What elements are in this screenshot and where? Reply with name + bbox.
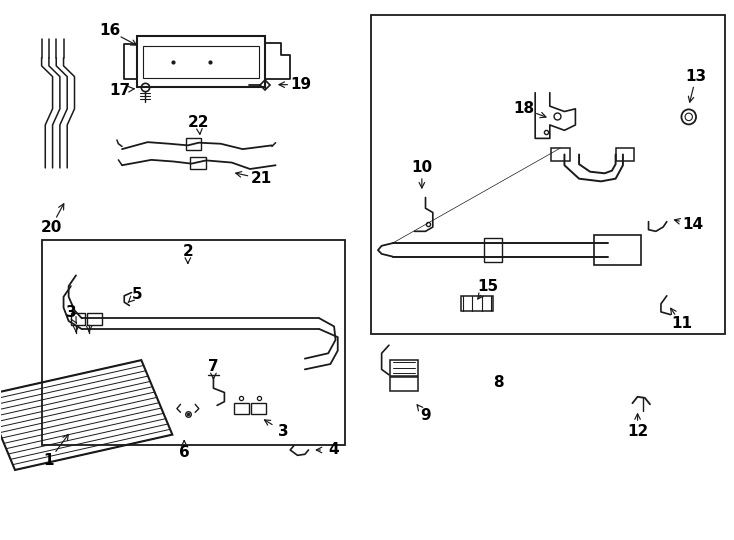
- Bar: [0, 360, 172, 470]
- Bar: [371, 15, 725, 334]
- Bar: [42, 240, 345, 444]
- Text: 16: 16: [99, 23, 120, 38]
- Text: 7: 7: [208, 359, 219, 374]
- Bar: [390, 377, 418, 391]
- Text: 19: 19: [291, 77, 312, 92]
- Text: 11: 11: [671, 316, 692, 331]
- Bar: [142, 46, 259, 78]
- Text: 18: 18: [514, 102, 535, 116]
- Bar: [616, 148, 634, 161]
- Bar: [87, 313, 101, 325]
- Text: 15: 15: [477, 279, 498, 294]
- Text: 3: 3: [277, 424, 288, 438]
- Bar: [71, 313, 85, 325]
- Text: 2: 2: [183, 244, 193, 259]
- Bar: [484, 238, 502, 262]
- Bar: [190, 157, 206, 169]
- Bar: [137, 36, 265, 87]
- Bar: [252, 403, 266, 414]
- Text: 6: 6: [179, 445, 189, 460]
- Text: 21: 21: [250, 171, 272, 186]
- Text: 12: 12: [627, 424, 648, 438]
- Text: 10: 10: [411, 160, 432, 176]
- Text: 8: 8: [493, 375, 504, 390]
- Bar: [186, 138, 201, 150]
- Text: 20: 20: [40, 220, 62, 234]
- Bar: [594, 235, 642, 265]
- Text: 1: 1: [43, 453, 54, 468]
- Text: 9: 9: [420, 408, 431, 422]
- Text: 4: 4: [329, 442, 339, 457]
- Text: 5: 5: [131, 287, 142, 302]
- Bar: [461, 296, 493, 311]
- Bar: [551, 148, 570, 161]
- Text: 13: 13: [686, 69, 707, 84]
- Bar: [234, 403, 249, 414]
- Bar: [390, 360, 418, 376]
- Text: 3: 3: [65, 306, 76, 320]
- Text: 17: 17: [109, 83, 131, 98]
- Text: 22: 22: [188, 115, 210, 130]
- Text: 14: 14: [682, 217, 703, 232]
